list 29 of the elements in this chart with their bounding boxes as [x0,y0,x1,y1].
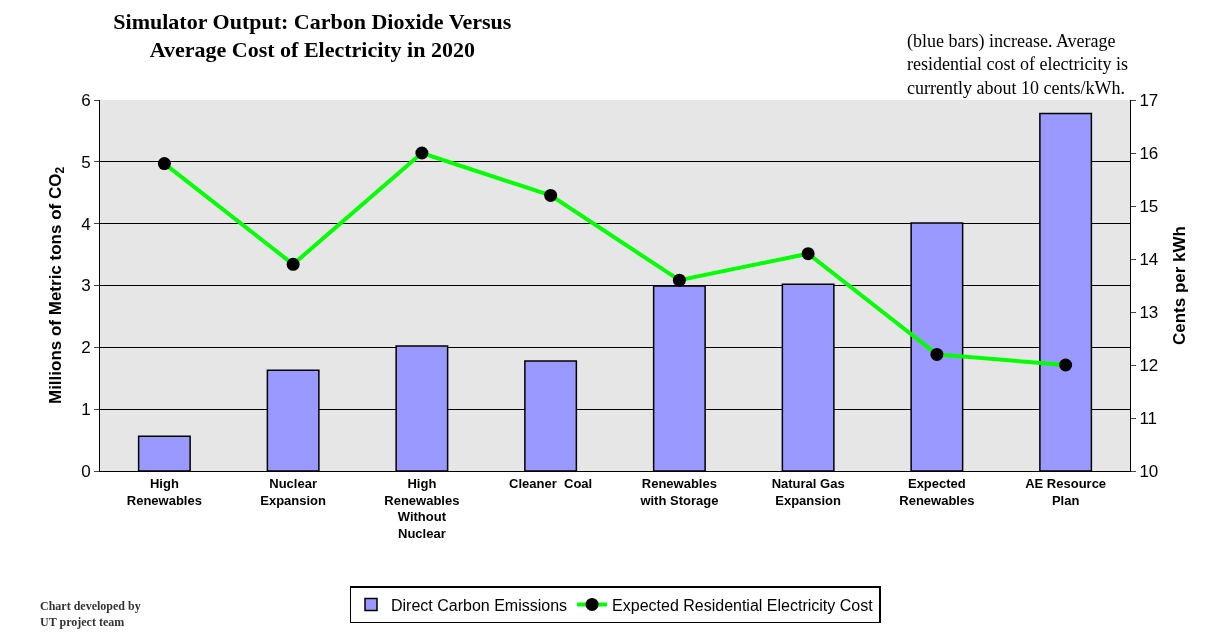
y2-tick-label: 16 [1139,143,1159,163]
y-tick-label: 5 [81,152,91,172]
y-tick-label: 6 [81,90,91,110]
y2-axis-title: Cents per kWh [1169,225,1189,346]
x-tick-label: High Renewables [126,475,202,508]
legend-label: Expected Residential Electricity Cost [612,596,874,614]
y2-tick-label: 13 [1139,302,1159,322]
chart-title: Simulator Output: Carbon Dioxide Versus Average Cost of Electricity in 2020 [113,8,512,63]
x-tick-label: High Renewables Without Nuclear [384,475,460,542]
x-tick-label: Renewables with Storage [639,475,719,508]
x-tick-label: Expected Renewables [899,475,975,508]
y2-tick-label: 11 [1139,408,1158,428]
y2-tick-label: 15 [1139,196,1159,216]
y-tick-label: 2 [81,338,91,358]
text: (blue bars) increase. Average residential cost of electricity is currently about 10 cents/kWh. [907,31,1128,98]
text: Chart developed by UT project team [40,599,141,629]
y-tick-label: 0 [81,461,91,481]
y2-tick-label: 17 [1139,90,1159,110]
y2-tick-label: 12 [1139,355,1159,375]
x-tick-label: Nuclear Expansion [260,475,327,508]
x-tick-label: AE Resource Plan [1025,475,1107,508]
y-tick-label: 1 [81,400,91,420]
x-tick-label: Natural Gas Expansion [771,475,845,508]
y-tick-label: 3 [81,276,91,296]
x-tick-label: Cleaner Coal [509,475,593,491]
y2-tick-label: 14 [1139,249,1159,269]
y2-tick-label: 10 [1139,461,1159,481]
y-tick-label: 4 [81,214,91,234]
legend-label: Direct Carbon Emissions [391,596,568,614]
